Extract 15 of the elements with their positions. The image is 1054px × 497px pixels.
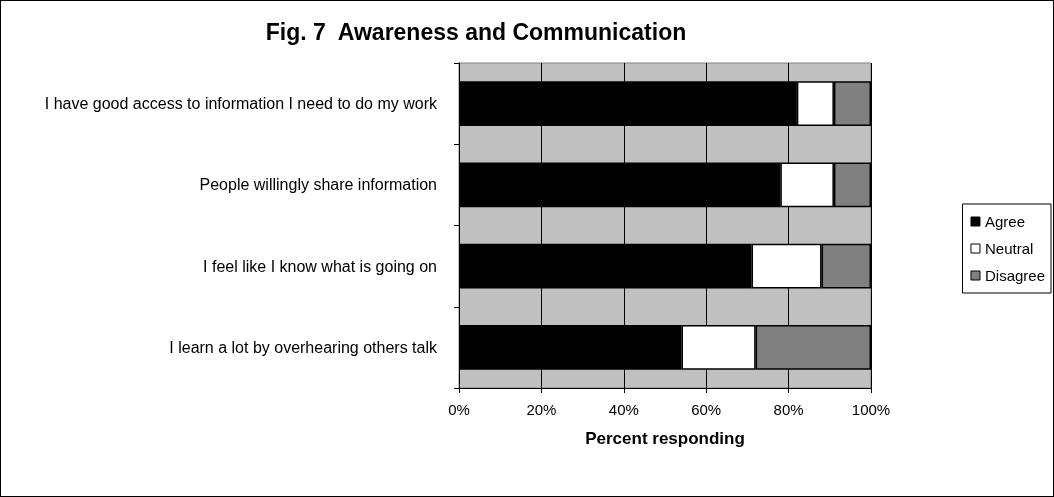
legend-label: Disagree (984, 267, 1045, 284)
x-axis-title: Percent responding (585, 429, 745, 448)
x-tick-label: 40% (608, 401, 639, 418)
y-tick-label: I feel like I know what is going on (203, 257, 437, 275)
chart-title: Fig. 7 Awareness and Communication (265, 18, 687, 45)
legend-label: Agree (984, 213, 1025, 230)
y-tick-label: I have good access to information I need to do my work (44, 95, 438, 113)
x-tick-label: 80% (773, 401, 804, 418)
y-tick-label: I learn a lot by overhearing others talk (169, 338, 438, 356)
x-tick-label: 100% (851, 401, 891, 418)
x-tick-label: 0% (448, 401, 470, 418)
y-tick-label: People willingly share information (199, 176, 437, 194)
x-tick-label: 20% (526, 401, 557, 418)
legend-label: Neutral (984, 240, 1034, 257)
x-tick-label: 60% (691, 401, 722, 418)
